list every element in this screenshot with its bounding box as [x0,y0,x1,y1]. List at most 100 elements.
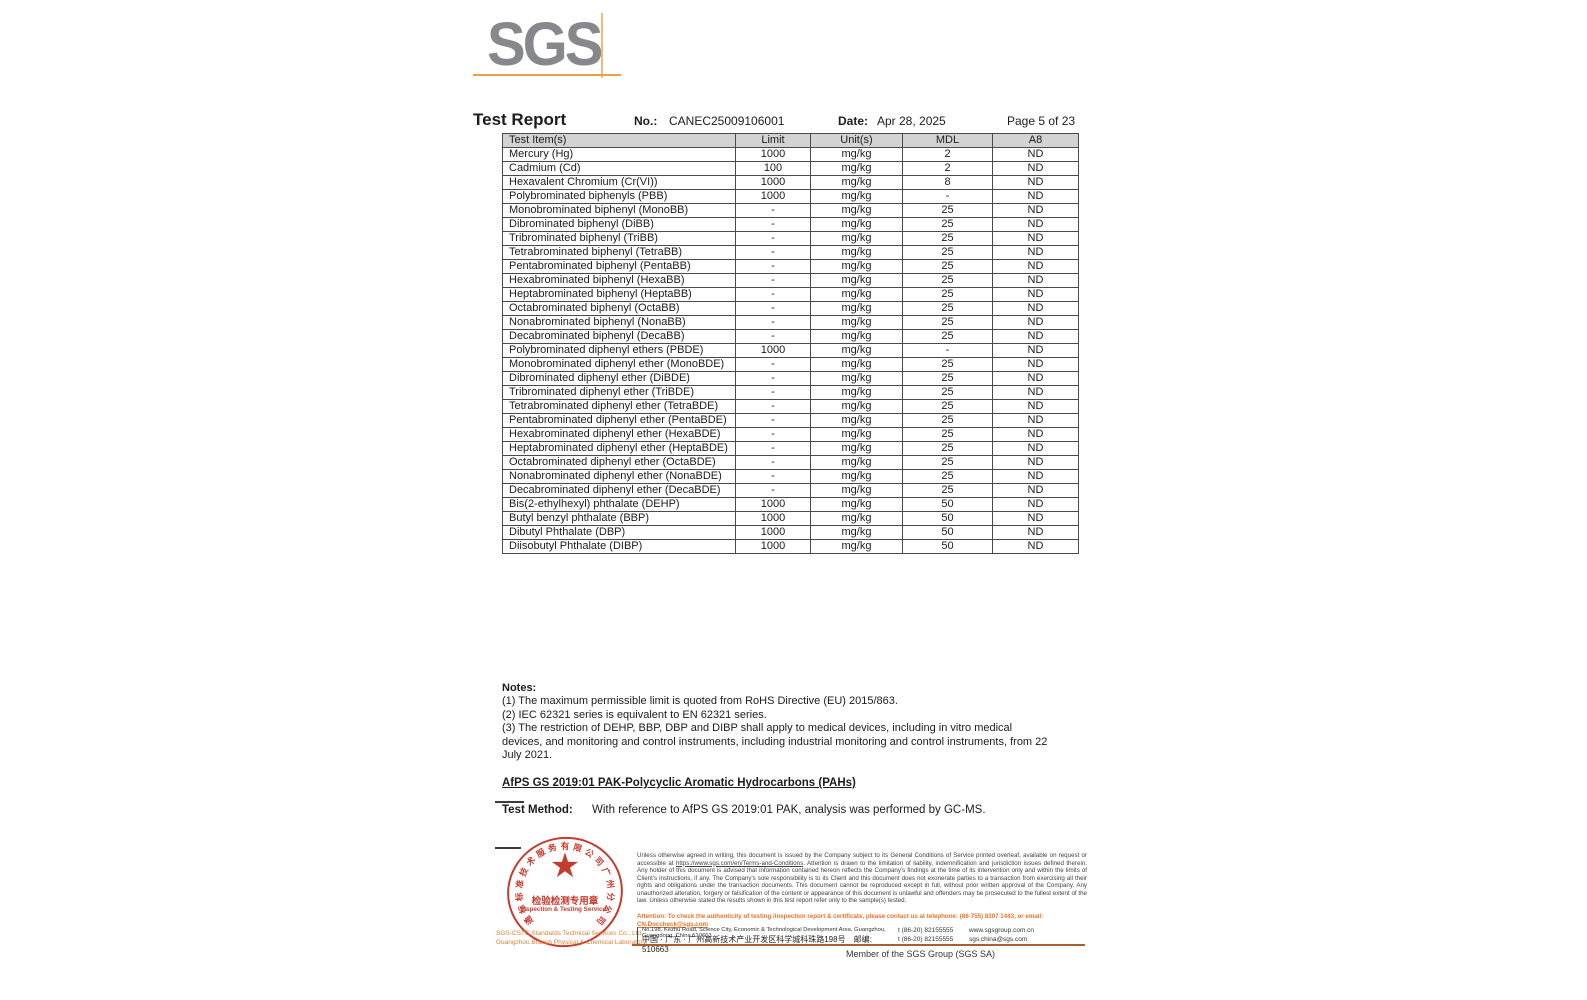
cell-a8: ND [992,371,1079,386]
doccheck-email-link[interactable]: CN.Doccheck@sgs.com [637,920,709,928]
cell-limit: - [735,287,811,302]
cell-a8: ND [992,441,1079,456]
cell-a8: ND [992,189,1079,204]
table-row: Dibrominated biphenyl (DiBB) - mg/kg 25 ND [502,217,1079,232]
cell-a8: ND [992,357,1079,372]
cell-a8: ND [992,245,1079,260]
note-item-1: (1) The maximum permissible limit is quo… [502,695,898,708]
cell-mdl: 50 [902,539,993,554]
cell-test-item: Dibutyl Phthalate (DBP) [502,525,736,540]
cell-mdl: 2 [902,147,993,162]
cell-a8: ND [992,483,1079,498]
cell-limit: 1000 [735,497,811,512]
cell-unit: mg/kg [810,259,903,274]
cell-test-item: Hexavalent Chromium (Cr(VI)) [502,175,736,190]
cell-mdl: 25 [902,455,993,470]
table-header-row: Test Item(s) Limit Unit(s) MDL A8 [502,133,1079,148]
cell-limit: 100 [735,161,811,176]
cell-a8: ND [992,147,1079,162]
test-method-label: Test Method: [502,804,573,816]
address-english: No.198, Kezhu Road, Science City, Econom… [642,927,886,939]
report-date-label: Date: [838,114,869,128]
cell-limit: - [735,273,811,288]
cell-limit: - [735,315,811,330]
cell-unit: mg/kg [810,455,903,470]
disclaimer-part1: Unless otherwise agreed in writing, this… [637,852,1087,867]
cell-test-item: Diisobutyl Phthalate (DIBP) [502,539,736,554]
disclaimer-text: Unless otherwise agreed in writing, this… [637,852,1087,905]
cell-limit: - [735,483,811,498]
cell-test-item: Bis(2-ethylhexyl) phthalate (DEHP) [502,497,736,512]
table-row: Monobrominated biphenyl (MonoBB) - mg/kg 25… [502,203,1079,218]
report-no-label: No.: [634,114,658,128]
table-row: Dibutyl Phthalate (DBP) 1000 mg/kg 50 ND [502,525,1079,540]
cell-limit: - [735,413,811,428]
note-item-2: (2) IEC 62321 series is equivalent to EN… [502,708,767,721]
cell-limit: 1000 [735,343,811,358]
terms-link[interactable]: https://www.sgs.com/en/Terms-and-Conditi… [675,859,804,867]
cell-mdl: - [902,189,993,204]
cell-unit: mg/kg [810,301,903,316]
table-row: Tetrabrominated diphenyl ether (TetraBDE… [502,399,1079,414]
table-row: Tribrominated diphenyl ether (TriBDE) - mg… [502,385,1079,400]
page-number: Page 5 of 23 [1007,114,1076,128]
footer-rule-line [632,944,1085,946]
cell-unit: mg/kg [810,231,903,246]
cell-a8: ND [992,399,1079,414]
cell-unit: mg/kg [810,413,903,428]
cell-a8: ND [992,301,1079,316]
cell-test-item: Nonabrominated diphenyl ether (NonaBDE) [502,469,736,484]
lab-company-line2: Guangzhou Branch Physical & Chemical Lab… [496,938,648,946]
table-row: Bis(2-ethylhexyl) phthalate (DEHP) 1000 mg… [502,497,1079,512]
cell-a8: ND [992,273,1079,288]
cell-unit: mg/kg [810,217,903,232]
cell-limit: - [735,385,811,400]
table-row: Octabrominated biphenyl (OctaBB) - mg/kg 25… [502,301,1079,316]
cell-a8: ND [992,203,1079,218]
cell-mdl: 25 [902,413,993,428]
margin-tick-lower [495,847,521,849]
cell-mdl: 50 [902,497,993,512]
table-row: Hexabrominated biphenyl (HexaBB) - mg/kg 25… [502,273,1079,288]
table-row: Butyl benzyl phthalate (BBP) 1000 mg/kg 50 N… [502,511,1079,526]
pahs-section-heading: AfPS GS 2019:01 PAK-Polycyclic Aromatic … [502,777,856,789]
cell-mdl: 25 [902,357,993,372]
cell-limit: - [735,245,811,260]
sgs-member-text: Member of the SGS Group (SGS SA) [846,949,996,959]
cell-a8: ND [992,469,1079,484]
cell-unit: mg/kg [810,357,903,372]
table-row: Polybrominated diphenyl ethers (PBDE) 100… [502,343,1079,358]
table-row: Pentabrominated biphenyl (PentaBB) - mg/kg… [502,259,1079,274]
cell-a8: ND [992,539,1079,554]
cell-mdl: 25 [902,371,993,386]
cell-mdl: - [902,343,993,358]
cell-test-item: Heptabrominated diphenyl ether (HeptaBDE… [502,441,736,456]
table-row: Pentabrominated diphenyl ether (PentaBDE… [502,413,1079,428]
margin-tick-upper [495,801,524,803]
cell-test-item: Heptabrominated biphenyl (HeptaBB) [502,287,736,302]
cell-a8: ND [992,175,1079,190]
address-divider-line [637,927,638,944]
cell-test-item: Tribrominated diphenyl ether (TriBDE) [502,385,736,400]
cell-unit: mg/kg [810,539,903,554]
cell-test-item: Monobrominated diphenyl ether (MonoBDE) [502,357,736,372]
cell-unit: mg/kg [810,497,903,512]
cell-unit: mg/kg [810,371,903,386]
cell-unit: mg/kg [810,329,903,344]
column-header-unit: Unit(s) [810,133,903,148]
cell-test-item: Decabrominated diphenyl ether (DecaBDE) [502,483,736,498]
cell-test-item: Butyl benzyl phthalate (BBP) [502,511,736,526]
cell-limit: - [735,301,811,316]
cell-a8: ND [992,161,1079,176]
seal-ring-text: 通标标准技术服务有限公司广州分公司 [513,841,617,927]
cell-limit: - [735,469,811,484]
cell-limit: - [735,217,811,232]
cell-limit: 1000 [735,539,811,554]
website-url: www.sgsgroup.com.cn [969,927,1035,934]
cell-a8: ND [992,497,1079,512]
cell-unit: mg/kg [810,161,903,176]
cell-a8: ND [992,385,1079,400]
table-row: Monobrominated diphenyl ether (MonoBDE) -… [502,357,1079,372]
cell-a8: ND [992,287,1079,302]
